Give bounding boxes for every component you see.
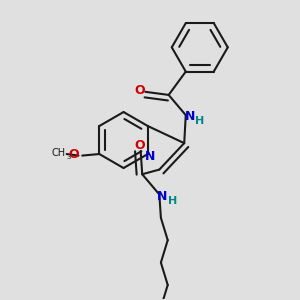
- Text: O: O: [134, 84, 145, 98]
- Text: H: H: [195, 116, 204, 126]
- Text: N: N: [184, 110, 195, 123]
- Text: 3: 3: [67, 154, 71, 160]
- Text: N: N: [157, 190, 167, 203]
- Text: H: H: [168, 196, 177, 206]
- Text: O: O: [68, 148, 79, 161]
- Text: CH: CH: [52, 148, 66, 158]
- Text: O: O: [134, 139, 145, 152]
- Text: N: N: [145, 150, 155, 163]
